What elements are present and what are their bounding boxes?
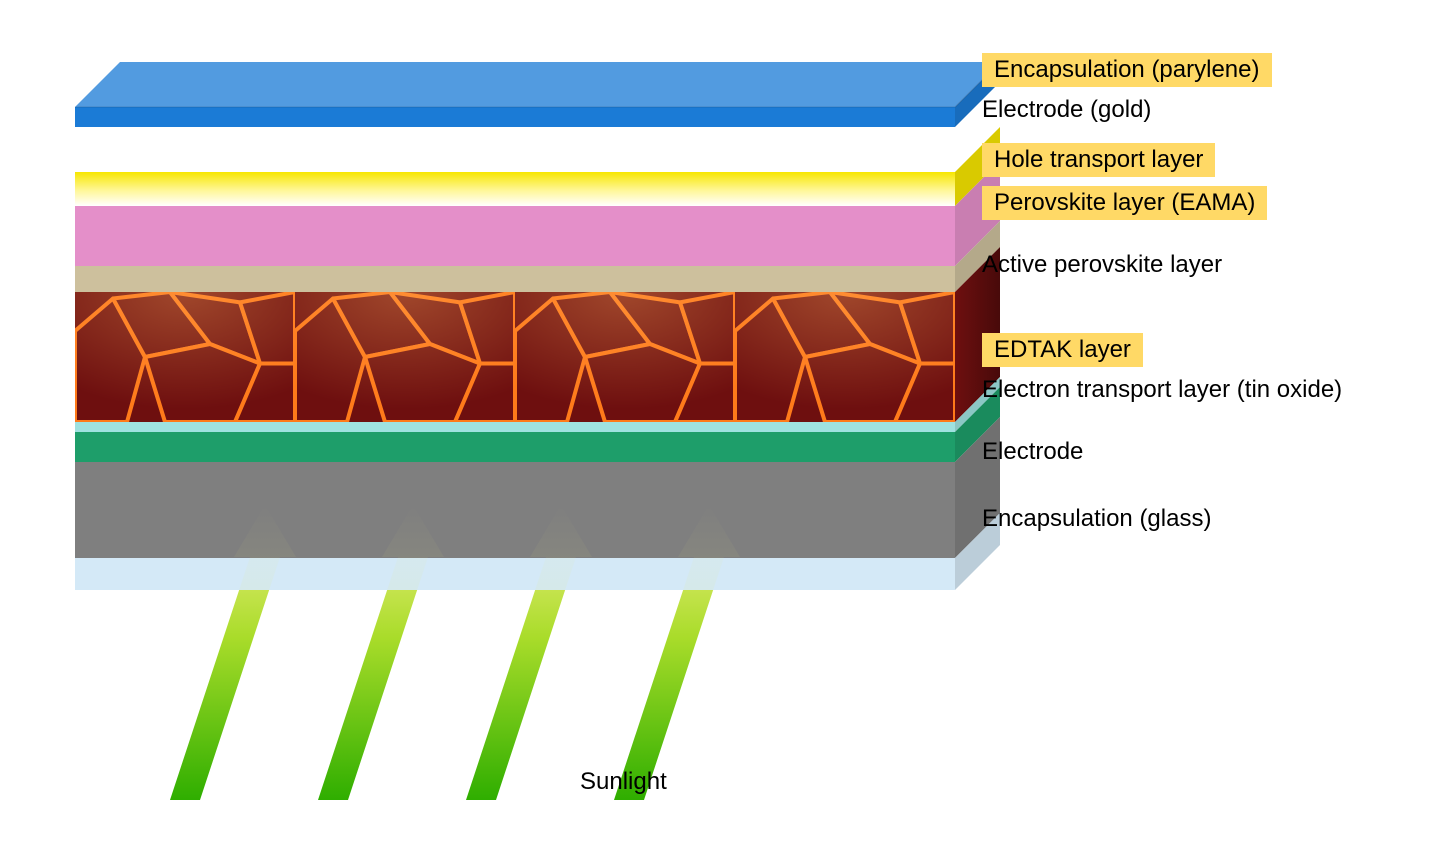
legend-row: Electrode: [982, 435, 1083, 469]
legend-row: Electrode (gold): [982, 93, 1151, 127]
legend-label: Hole transport layer: [982, 143, 1215, 177]
layer-parylene: [75, 107, 955, 127]
legend-row: Encapsulation (parylene): [982, 53, 1272, 87]
legend-row: Active perovskite layer: [982, 248, 1222, 282]
legend-label: Perovskite layer (EAMA): [982, 186, 1267, 220]
legend-label: Active perovskite layer: [982, 248, 1222, 282]
layer-electrode2: [75, 462, 955, 558]
layer-gold: [75, 172, 955, 206]
layer-glass: [75, 558, 955, 590]
layer-active: [75, 292, 955, 422]
layer-etl: [75, 432, 955, 462]
legend-row: Encapsulation (glass): [982, 502, 1211, 536]
solar-cell-diagram: [0, 0, 1440, 858]
legend-label: EDTAK layer: [982, 333, 1143, 367]
legend-row: Electron transport layer (tin oxide): [982, 373, 1342, 407]
legend-label: Electrode (gold): [982, 93, 1151, 127]
legend-row: Hole transport layer: [982, 143, 1215, 177]
legend-row: Perovskite layer (EAMA): [982, 186, 1267, 220]
legend-label: Electrode: [982, 435, 1083, 469]
legend-label: Encapsulation (glass): [982, 502, 1211, 536]
legend-label: Electron transport layer (tin oxide): [982, 373, 1342, 407]
sunlight-label: Sunlight: [580, 765, 667, 799]
legend-label: Encapsulation (parylene): [982, 53, 1272, 87]
legend-row: EDTAK layer: [982, 333, 1143, 367]
layer-eama: [75, 266, 955, 292]
layer-edtak: [75, 422, 955, 432]
layer-htl: [75, 206, 955, 266]
